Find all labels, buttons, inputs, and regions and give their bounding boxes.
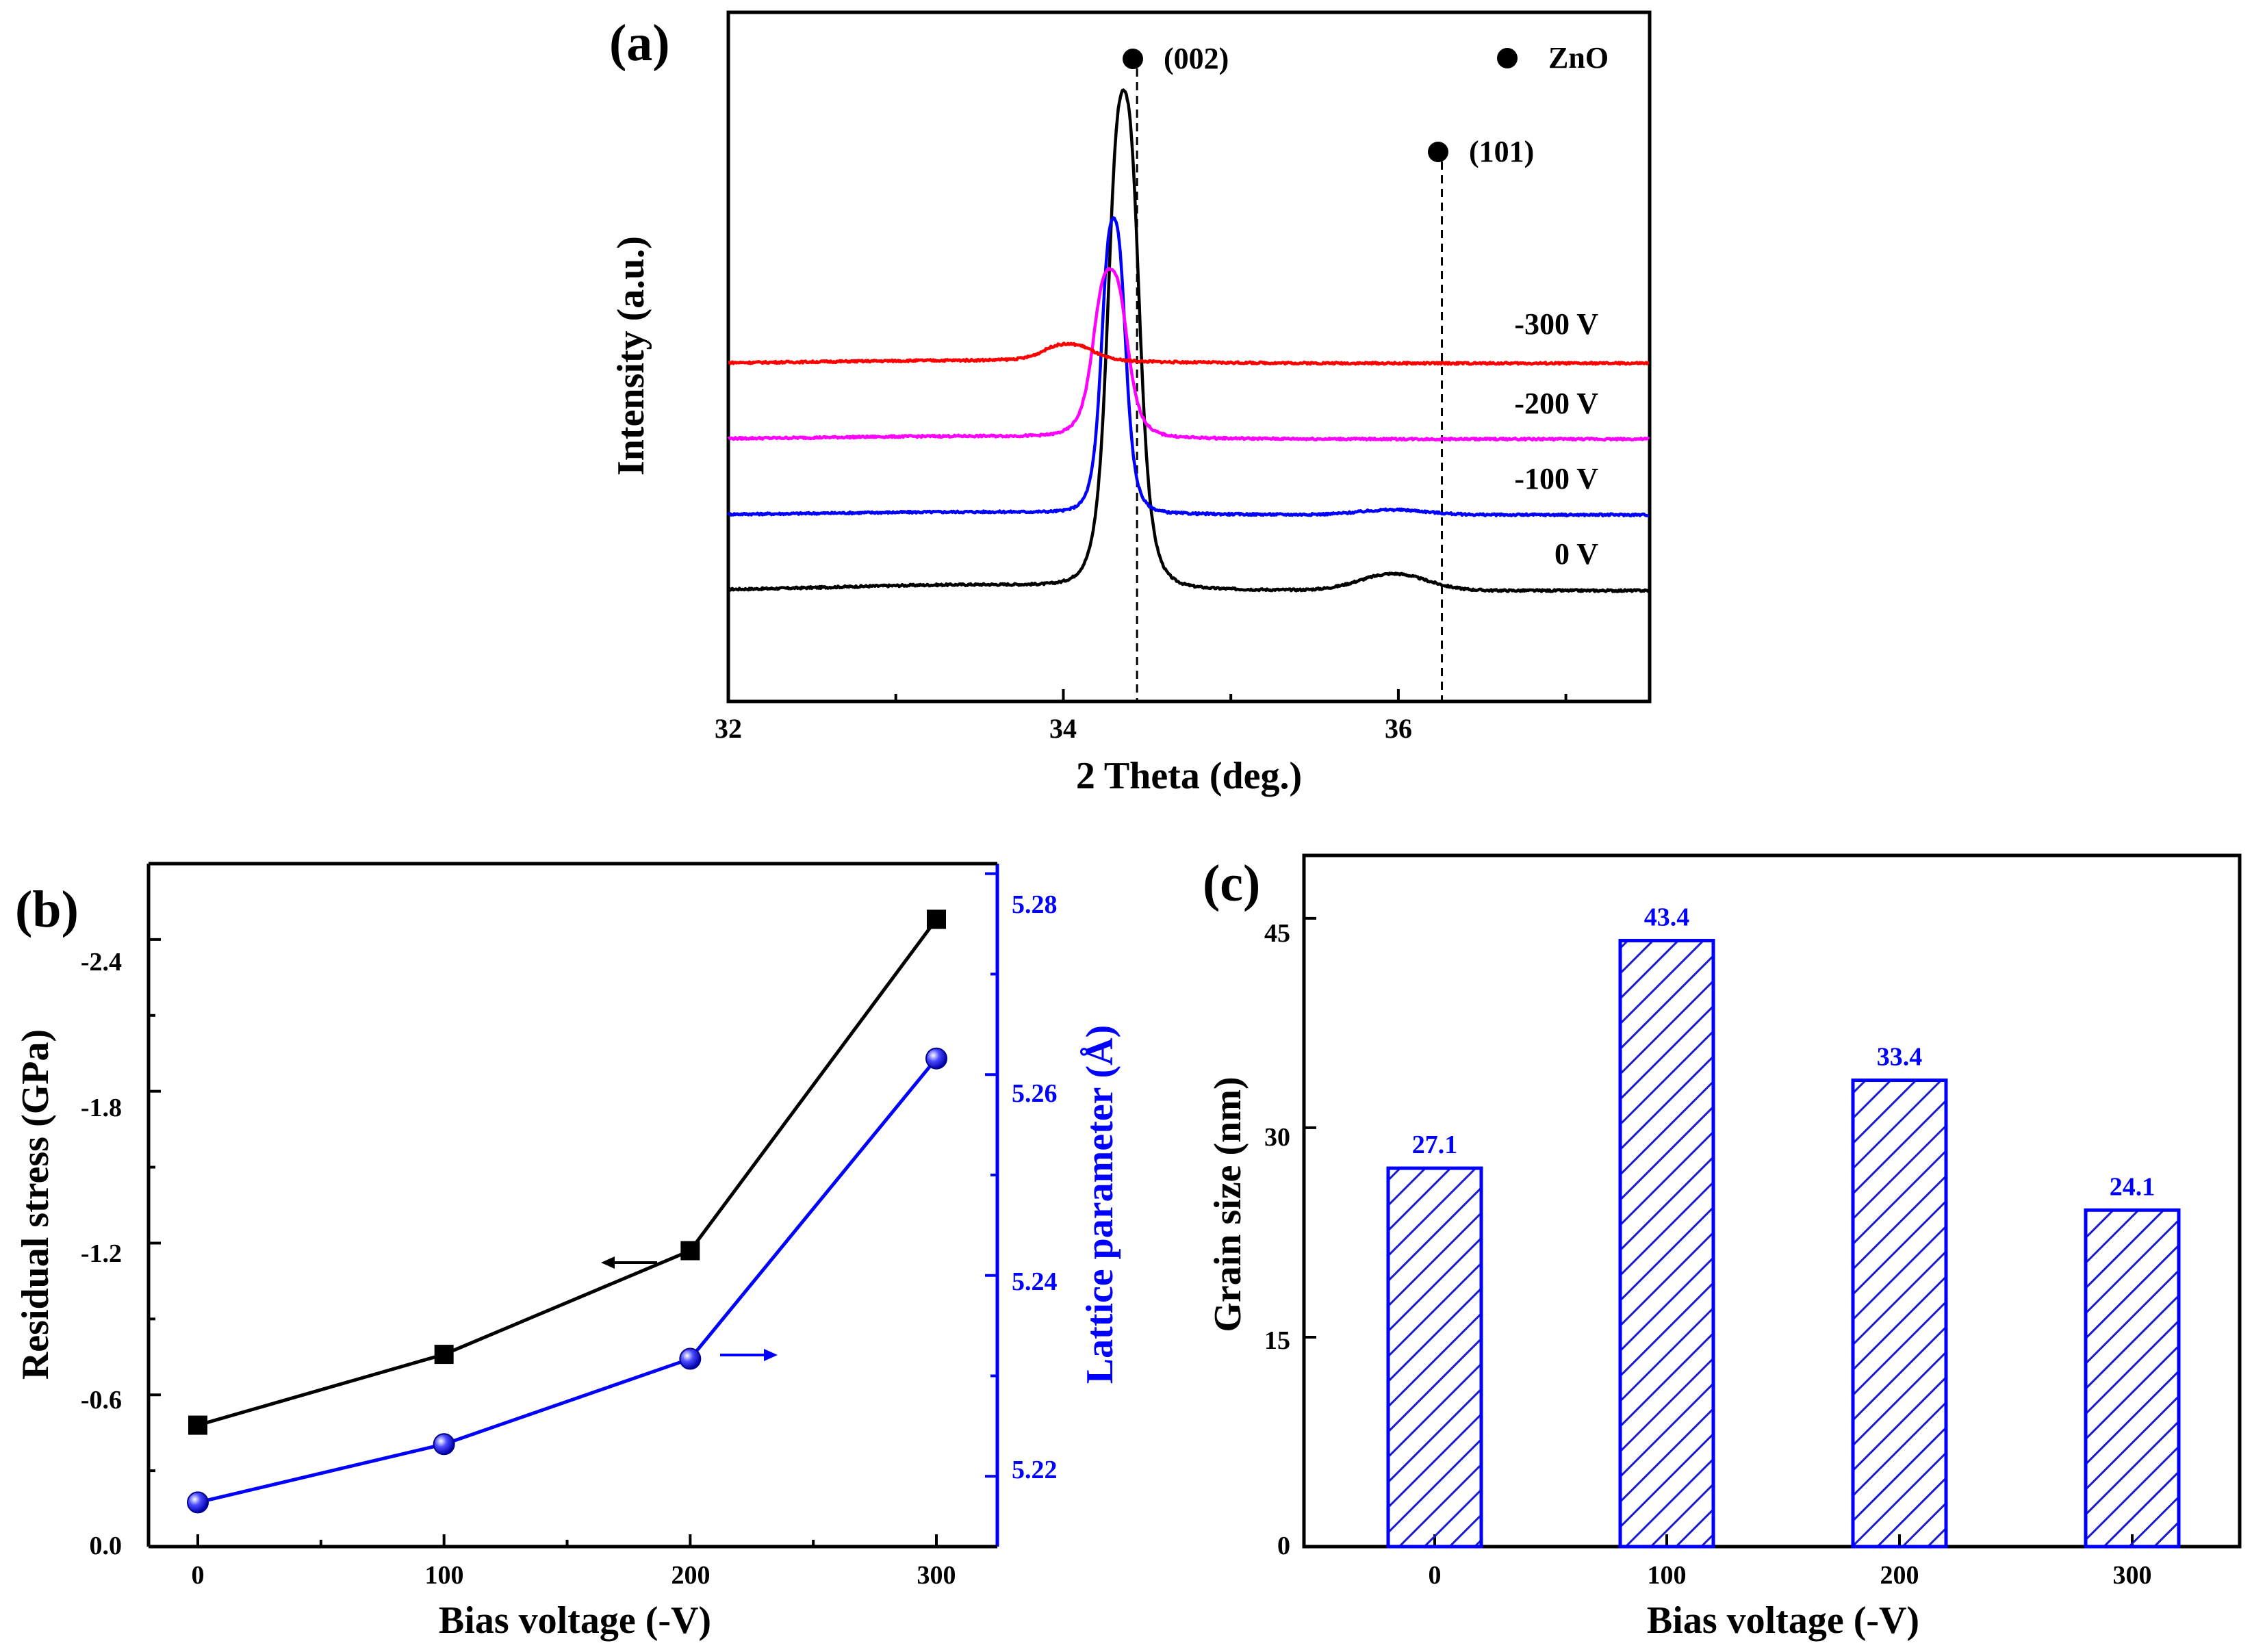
lattice-parameter-point — [187, 1491, 209, 1514]
panel-c-bars — [1386, 938, 2181, 1549]
panel-c-label: (c) — [1203, 855, 1260, 912]
panel-a-y-axis-label: Intensity (a.u.) — [610, 236, 652, 476]
panel-b-ytick-right-5.22: 5.22 — [1012, 1456, 1058, 1484]
residual-stress-point — [434, 1345, 454, 1365]
lattice-parameter-point — [925, 1047, 947, 1070]
panel-b-ytick-right-5.24: 5.24 — [1012, 1267, 1058, 1296]
grain-size-bar-200 — [1851, 1079, 1948, 1549]
lattice-parameter-line — [197, 1057, 938, 1504]
curve-label-200v: -200 V — [1514, 387, 1598, 420]
panel-b-y-axis-label: Residual stress (GPa) — [14, 1029, 57, 1380]
lattice-parameter-point — [679, 1347, 702, 1370]
legend-zno-marker — [1497, 48, 1518, 68]
panel-b-ytick-0.6: -0.6 — [81, 1386, 122, 1415]
panel-b-ytick-0: 0.0 — [90, 1532, 123, 1560]
panel-b-ytick-right-5.26: 5.26 — [1012, 1079, 1058, 1108]
panel-c-ytick-0: 0 — [1277, 1532, 1290, 1560]
xrd-curve-neg200V — [727, 267, 1650, 442]
bar-value-label-0: 27.1 — [1412, 1131, 1458, 1159]
grain-size-bar-0 — [1386, 1166, 1483, 1549]
panel-b: (b) 0.0 -0.6 -1.2 -1.8 -2.4 5.22 5.24 5.… — [14, 862, 1121, 1642]
panel-c-ytick-30: 30 — [1264, 1123, 1290, 1152]
panel-a-x-axis-label: 2 Theta (deg.) — [1076, 755, 1302, 797]
panel-b-ytick-right-5.28: 5.28 — [1012, 890, 1058, 919]
curve-label-100v: -100 V — [1514, 462, 1598, 495]
panel-b-ytick-2.4: -2.4 — [81, 948, 122, 977]
curve-label-0v: 0 V — [1554, 537, 1598, 571]
panel-c-ytick-15: 15 — [1264, 1326, 1290, 1355]
panel-a-x-ticks — [727, 689, 1568, 701]
residual-stress-point — [188, 1415, 207, 1435]
panel-b-series — [187, 909, 947, 1514]
left-axis-arrow — [601, 1256, 657, 1269]
residual-stress-point — [680, 1241, 700, 1261]
panel-a-label: (a) — [609, 14, 670, 72]
lattice-parameter-point — [433, 1433, 455, 1456]
panel-a-series — [727, 88, 1650, 593]
right-axis-arrow — [720, 1349, 778, 1361]
bar-value-label-300: 24.1 — [2110, 1172, 2155, 1201]
panel-a-xtick-32: 32 — [715, 713, 742, 744]
residual-stress-point — [927, 909, 946, 929]
panel-c-ytick-45: 45 — [1264, 919, 1290, 948]
panel-b-x-axis-label: Bias voltage (-V) — [439, 1599, 711, 1642]
panel-a-xtick-34: 34 — [1049, 713, 1077, 744]
panel-c-xtick-0: 0 — [1429, 1561, 1442, 1590]
panel-c-frame — [1302, 853, 2242, 1549]
panel-b-label: (b) — [15, 881, 79, 938]
panel-a-xtick-36: 36 — [1385, 713, 1412, 744]
xrd-curve-neg100V — [727, 216, 1650, 518]
xrd-curve-neg300V — [728, 341, 1650, 366]
panel-c-xtick-100: 100 — [1648, 1561, 1687, 1590]
panel-c-x-axis-label: Bias voltage (-V) — [1647, 1599, 1919, 1642]
panel-a: (a) 32 34 36 2 Theta (deg.) Intensity (a… — [609, 10, 1652, 797]
residual-stress-line — [197, 918, 938, 1427]
reflection-002-marker — [1123, 49, 1143, 69]
panel-b-ticks — [149, 872, 997, 1548]
panel-c-y-axis-label: Grain size (nm) — [1207, 1076, 1249, 1332]
bar-value-label-100: 43.4 — [1644, 903, 1690, 931]
panel-b-xtick-200: 200 — [671, 1561, 711, 1590]
panel-c-xtick-200: 200 — [1880, 1561, 1919, 1590]
bar-value-label-200: 33.4 — [1877, 1043, 1923, 1072]
reflection-101-marker — [1428, 142, 1448, 162]
grain-size-bar-100 — [1618, 938, 1715, 1549]
xrd-curve-0V — [728, 88, 1650, 593]
panel-b-xtick-0: 0 — [192, 1561, 205, 1590]
reflection-002-label: (002) — [1164, 42, 1229, 75]
panel-b-ytick-1.2: -1.2 — [81, 1239, 122, 1268]
reflection-101-label: (101) — [1469, 135, 1534, 168]
legend-zno-label: ZnO — [1548, 41, 1609, 75]
curve-label-300v: -300 V — [1514, 307, 1598, 341]
panel-c: (c) 0 15 30 45 0 100 200 300 Bias voltag… — [1203, 853, 2242, 1642]
panel-b-xtick-100: 100 — [425, 1561, 464, 1590]
panel-a-frame — [726, 10, 1652, 704]
panel-b-y-axis-right-label: Lattice parameter (Å) — [1079, 1025, 1121, 1384]
panel-c-xtick-300: 300 — [2113, 1561, 2152, 1590]
panel-b-xtick-300: 300 — [917, 1561, 956, 1590]
panel-a-reflection-lines — [1136, 68, 1444, 701]
grain-size-bar-300 — [2084, 1208, 2181, 1549]
panel-b-ytick-1.8: -1.8 — [81, 1094, 122, 1122]
